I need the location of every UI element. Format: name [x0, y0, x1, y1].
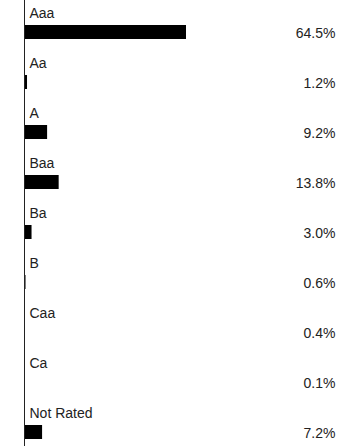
svg-text:Baa: Baa: [30, 155, 55, 171]
svg-text:Aa: Aa: [30, 55, 47, 71]
svg-text:Ba: Ba: [30, 205, 47, 221]
svg-text:3.0%: 3.0%: [304, 225, 336, 241]
svg-text:9.2%: 9.2%: [304, 125, 336, 141]
svg-text:13.8%: 13.8%: [296, 175, 336, 191]
svg-text:Aaa: Aaa: [30, 5, 55, 21]
svg-text:Not Rated: Not Rated: [30, 405, 93, 421]
svg-text:0.4%: 0.4%: [304, 325, 336, 341]
svg-text:Ca: Ca: [30, 355, 48, 371]
svg-text:1.2%: 1.2%: [304, 75, 336, 91]
svg-text:A: A: [30, 105, 40, 121]
svg-text:7.2%: 7.2%: [304, 425, 336, 441]
svg-text:0.6%: 0.6%: [304, 275, 336, 291]
svg-text:B: B: [30, 255, 39, 271]
svg-text:0.1%: 0.1%: [304, 375, 336, 391]
svg-text:64.5%: 64.5%: [296, 25, 336, 41]
svg-text:Caa: Caa: [30, 305, 56, 321]
